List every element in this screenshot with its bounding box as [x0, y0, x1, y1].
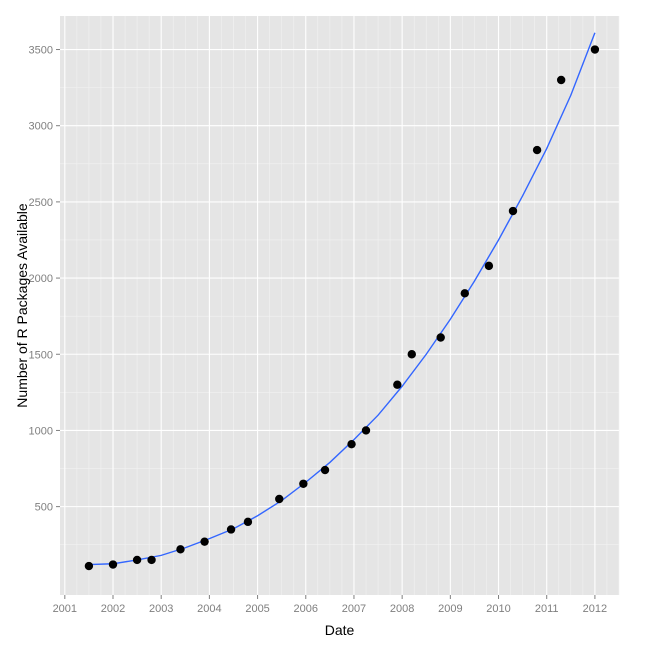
data-point [147, 555, 156, 565]
y-tick-label: 3000 [29, 121, 53, 133]
data-point [176, 545, 185, 554]
y-tick-label: 2000 [29, 273, 53, 285]
y-tick-label: 1500 [29, 349, 53, 361]
data-point [226, 525, 236, 534]
x-tick-label: 2007 [342, 603, 366, 615]
x-axis-title: Date [325, 622, 355, 638]
x-tick-label: 2008 [390, 603, 414, 615]
data-point [508, 206, 518, 216]
plot-panel [60, 16, 619, 595]
data-point [460, 289, 469, 298]
x-tick-label: 2005 [245, 603, 269, 615]
data-point [590, 45, 600, 54]
x-tick-label: 2002 [101, 603, 125, 615]
data-point [108, 560, 118, 569]
data-point [393, 380, 402, 389]
data-point [484, 261, 494, 271]
data-point [361, 426, 371, 435]
x-tick-label: 2010 [486, 603, 510, 615]
y-tick-label: 3500 [29, 45, 53, 57]
x-tick-label: 2009 [438, 603, 462, 615]
y-tick-label: 1000 [29, 425, 53, 437]
major-gridlines [60, 16, 619, 595]
data-point [347, 439, 356, 449]
y-tick-label: 500 [35, 502, 53, 514]
data-point [200, 537, 209, 546]
trend-layer [88, 32, 596, 566]
trend-line [88, 32, 596, 566]
data-point [407, 350, 416, 359]
x-tick-label: 2006 [294, 603, 318, 615]
y-tick-label: 2500 [29, 197, 53, 209]
data-point [320, 465, 330, 475]
data-point [132, 555, 142, 565]
data-point [84, 561, 94, 571]
x-tick-label: 2012 [583, 603, 607, 615]
data-point [275, 494, 284, 504]
data-point [243, 517, 253, 527]
data-point [532, 145, 542, 155]
points-layer [84, 45, 600, 571]
y-axis: 500 1000 1500 2000 2500 3000 3500 [29, 45, 60, 514]
x-tick-label: 2001 [53, 603, 77, 615]
x-tick-label: 2003 [149, 603, 173, 615]
data-point [299, 479, 308, 488]
data-point [436, 333, 445, 342]
y-axis-title: Number of R Packages Available [14, 203, 30, 408]
x-tick-label: 2011 [535, 603, 559, 615]
x-tick-label: 2004 [197, 603, 221, 615]
x-axis: 2001 2002 2003 2004 2005 2006 2007 2008 2009 2010… [53, 595, 607, 615]
data-point [556, 75, 566, 85]
